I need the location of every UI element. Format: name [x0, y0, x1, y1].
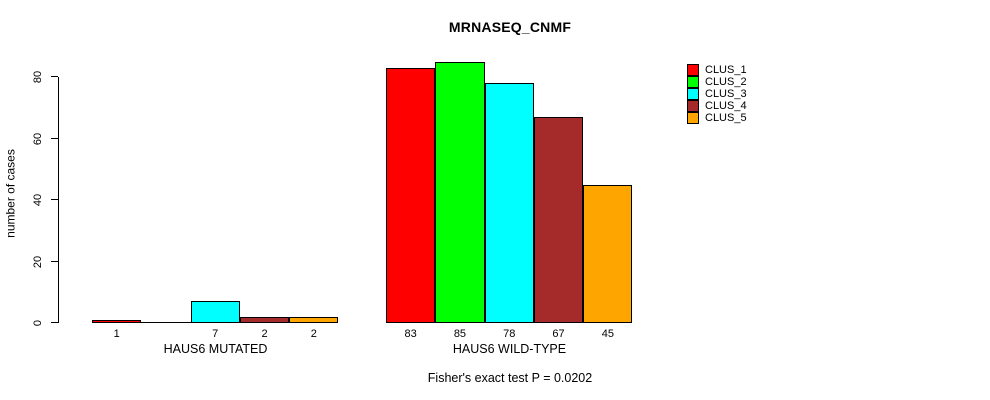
bar-value-label: 2: [310, 328, 317, 340]
legend-swatch-clus-5: [687, 111, 699, 124]
bar-value-label: 7: [212, 328, 219, 340]
legend-swatch-clus-3: [687, 87, 699, 100]
y-axis-tick: [51, 261, 58, 262]
y-axis-line: [58, 77, 59, 323]
bar-clus_4-haus6-mutated: [239, 317, 290, 323]
y-axis-tick: [51, 199, 58, 200]
x-group-label-haus6-mutated: HAUS6 MUTATED: [163, 342, 268, 356]
legend-swatch-clus-2: [687, 75, 699, 88]
legend: CLUS_1 CLUS_2 CLUS_3 CLUS_4 CLUS_5: [687, 64, 747, 124]
legend-label-clus-4: CLUS_4: [705, 99, 747, 112]
fisher-test-annotation: Fisher's exact test P = 0.0202: [427, 371, 593, 385]
legend-label-clus-5: CLUS_5: [705, 111, 747, 124]
bar-clus_2-haus6-mutated: [141, 322, 191, 323]
y-axis-tick-label: 40: [32, 193, 44, 207]
chart-title: MRNASEQ_CNMF: [448, 19, 572, 35]
bar-value-label: 1: [113, 328, 120, 340]
x-group-label-haus6-wild-type: HAUS6 WILD-TYPE: [452, 342, 567, 356]
bar-value-label: 2: [261, 328, 268, 340]
bar-value-label: 67: [552, 328, 565, 340]
bar-clus_3-haus6-wild-type: [484, 83, 534, 323]
legend-item-clus-5: CLUS_5: [687, 111, 747, 124]
bar-value-label: 78: [503, 328, 516, 340]
bar-clus_1-haus6-wild-type: [386, 68, 436, 323]
legend-item-clus-3: CLUS_3: [687, 87, 747, 100]
y-axis-tick-label: 80: [32, 71, 44, 84]
y-axis-tick-label: 0: [32, 319, 44, 327]
bar-value-label: 45: [601, 328, 614, 340]
bar-clus_4-haus6-wild-type: [533, 117, 584, 323]
y-axis-tick-label: 20: [32, 255, 44, 268]
bar-value-label: 83: [404, 328, 417, 340]
bar-value-label: 85: [453, 328, 467, 340]
legend-item-clus-2: CLUS_2: [687, 75, 747, 88]
bar-clus_3-haus6-mutated: [190, 301, 240, 323]
legend-swatch-clus-4: [687, 99, 699, 112]
y-axis-tick: [51, 138, 58, 139]
legend-label-clus-1: CLUS_1: [705, 64, 747, 76]
y-axis-tick: [51, 322, 58, 323]
y-axis-label: number of cases: [3, 149, 18, 238]
legend-label-clus-3: CLUS_3: [705, 87, 747, 100]
y-axis-tick: [51, 76, 58, 77]
bar-clus_5-haus6-mutated: [289, 317, 339, 323]
y-axis-tick-label: 60: [32, 132, 44, 145]
bar-clus_5-haus6-wild-type: [583, 185, 633, 323]
legend-swatch-clus-1: [687, 64, 699, 76]
bar-clus_2-haus6-wild-type: [435, 62, 485, 323]
legend-item-clus-1: CLUS_1: [687, 64, 747, 76]
bar-clus_1-haus6-mutated: [92, 320, 142, 323]
legend-label-clus-2: CLUS_2: [705, 75, 747, 88]
legend-item-clus-4: CLUS_4: [687, 99, 747, 112]
